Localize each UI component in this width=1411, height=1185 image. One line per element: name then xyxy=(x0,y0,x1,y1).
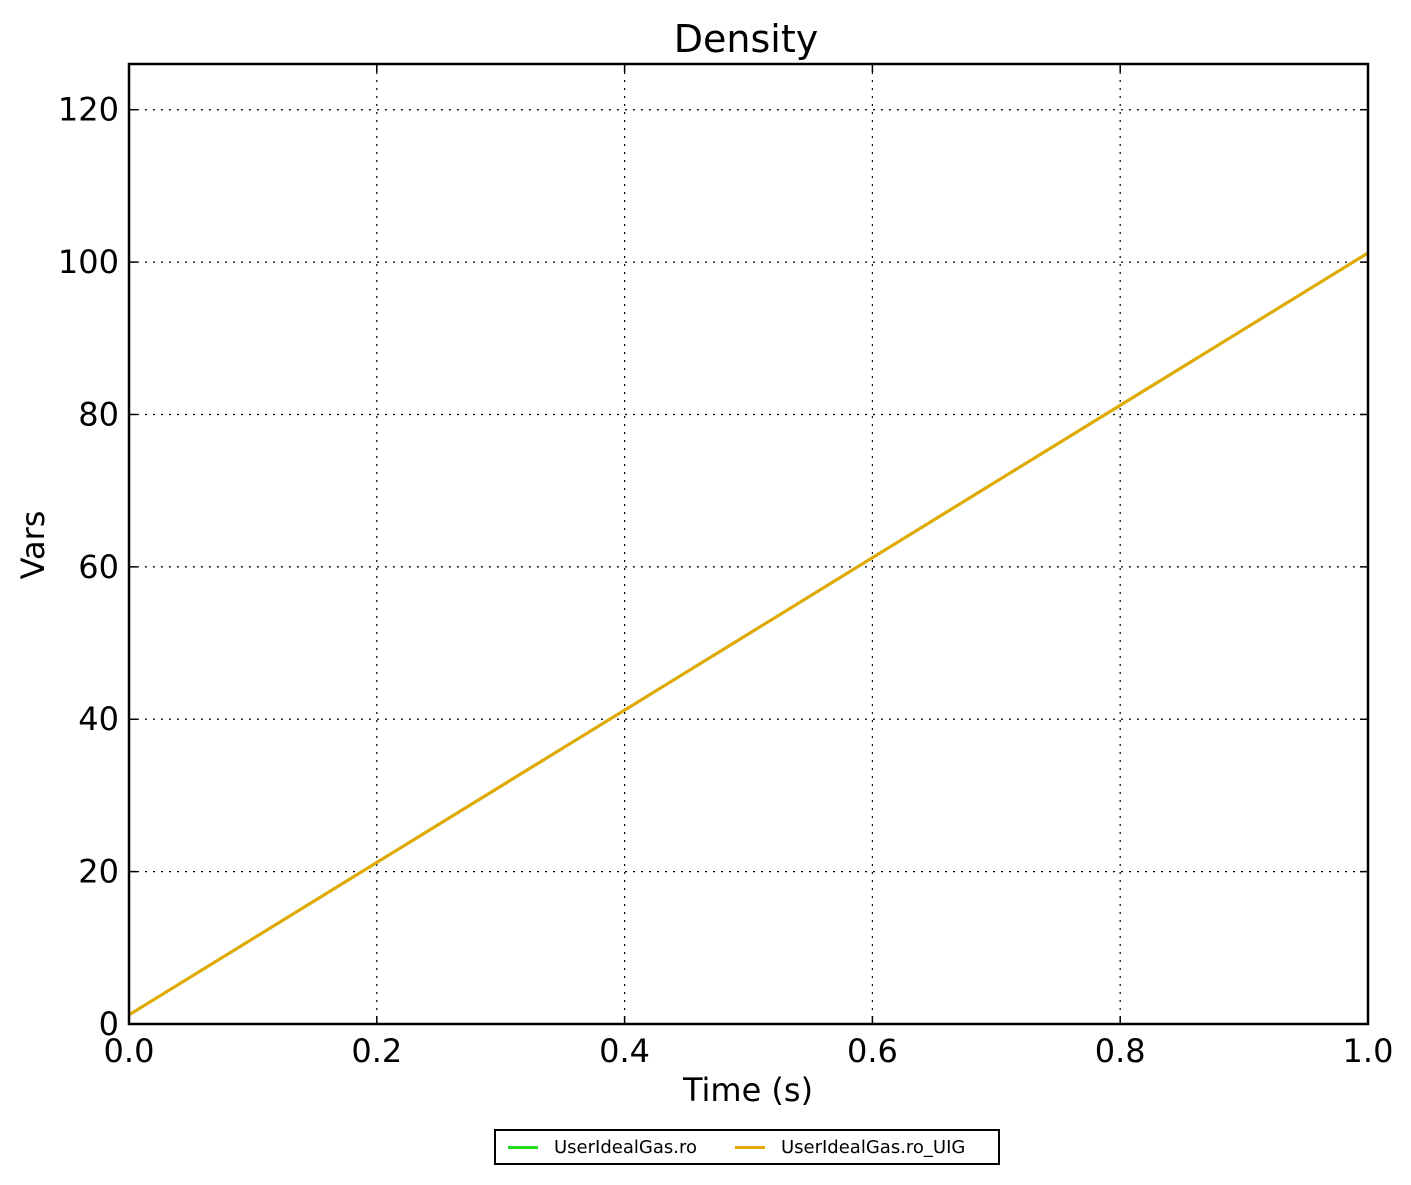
legend-swatch-ro-uig xyxy=(734,1145,765,1149)
x-tick-label: 0.4 xyxy=(599,1032,650,1070)
ticks: 0.0 0.2 0.4 0.6 0.8 1.0 0 20 40 60 80 100 120 xyxy=(58,64,1394,1070)
y-tick-label: 60 xyxy=(78,548,119,586)
legend: UserIdealGas.ro UserIdealGas.ro_UIG xyxy=(494,1129,1000,1165)
y-tick-label: 80 xyxy=(78,395,119,433)
y-axis-label: Vars xyxy=(14,511,52,580)
y-tick-label: 40 xyxy=(78,700,119,738)
series-layer xyxy=(128,251,1369,1017)
legend-item-ro: UserIdealGas.ro xyxy=(496,1137,697,1158)
y-tick-label: 20 xyxy=(78,853,119,891)
grid xyxy=(129,64,1368,1024)
y-tick-label: 100 xyxy=(58,243,119,281)
x-tick-label: 0.8 xyxy=(1095,1032,1146,1070)
y-tick-label: 0 xyxy=(99,1005,119,1043)
x-tick-label: 0.0 xyxy=(104,1032,155,1070)
legend-item-ro-uig: UserIdealGas.ro_UIG xyxy=(723,1137,965,1158)
chart-title: Density xyxy=(674,17,818,61)
y-tick-label: 120 xyxy=(58,91,119,129)
x-tick-label: 1.0 xyxy=(1343,1032,1394,1070)
series-line-1 xyxy=(128,251,1369,1017)
legend-label-ro: UserIdealGas.ro xyxy=(554,1136,697,1158)
legend-swatch-ro xyxy=(508,1145,538,1149)
legend-label-ro-uig: UserIdealGas.ro_UIG xyxy=(780,1136,966,1158)
plot-frame xyxy=(127,62,1370,1026)
x-tick-label: 0.2 xyxy=(351,1032,402,1070)
x-tick-label: 0.6 xyxy=(847,1032,898,1070)
x-axis-label: Time (s) xyxy=(682,1071,813,1109)
